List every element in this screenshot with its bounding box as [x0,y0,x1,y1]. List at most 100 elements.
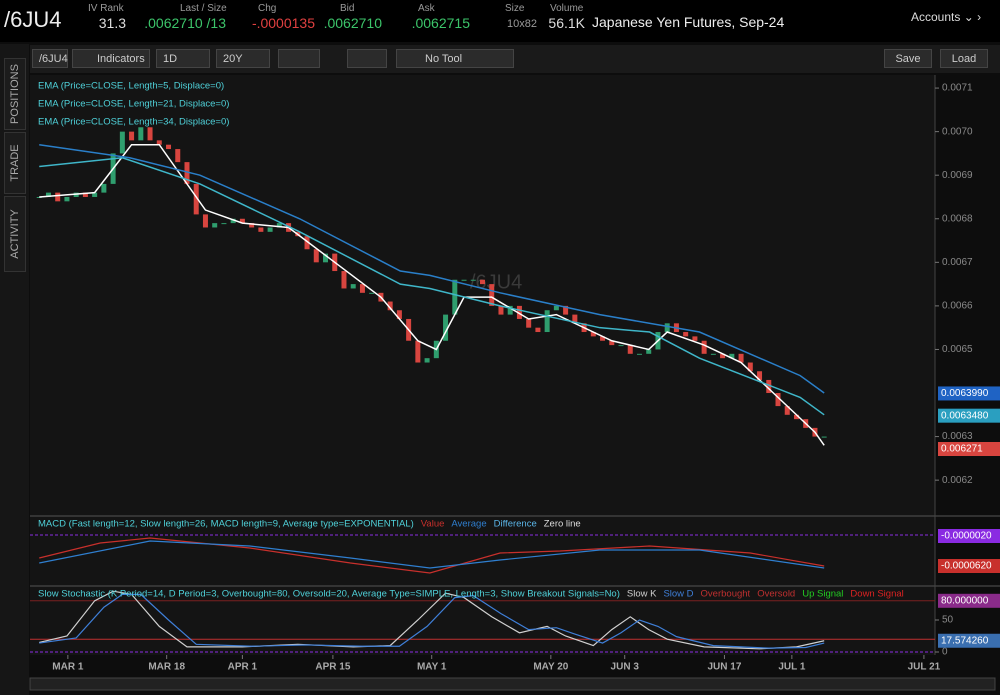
x-tick-label: JUL 1 [778,662,805,673]
scrollbar[interactable] [29,677,996,691]
field-value: 10x82 [507,18,537,30]
candle [784,406,790,415]
accounts-menu[interactable]: Accounts ⌄ › [911,10,982,24]
candle [636,353,642,355]
candle [720,353,726,359]
x-tick-label: APR 15 [315,662,350,673]
candle [267,227,273,232]
candle [64,196,70,202]
tool-select[interactable]: No Tool [396,49,514,68]
price-marker [938,386,1000,401]
symbol-box[interactable]: /6JU4 [32,49,68,68]
field-value: -.0000135 [251,15,315,31]
price-marker-label: -0.0000620 [941,561,992,572]
candle [590,332,596,337]
field-label: Bid [340,3,355,14]
candle [82,192,88,197]
candle [119,131,125,154]
price-marker-label: -0.0000020 [941,531,992,542]
candle [396,310,402,319]
style-select[interactable] [278,49,320,68]
candle [627,345,633,354]
indicators-button[interactable]: Indicators [72,49,150,68]
candle [258,227,264,232]
candle [221,223,227,225]
series-line [39,590,825,650]
legend-entry: Slow K [627,589,657,600]
candle [618,345,624,347]
candle [600,336,606,341]
candle [766,379,772,394]
field-value: .0062715 [411,15,470,31]
candle [249,223,255,228]
candle [129,131,135,141]
candle [55,192,61,202]
study-title: MACD (Fast length=12, Slow length=26, MA… [38,519,414,530]
save-button[interactable]: Save [884,49,932,68]
series-line [39,593,825,649]
legend-entry: Slow D [663,589,693,600]
candle [553,305,559,311]
candle [92,192,98,197]
legend-entry: Up Signal [802,589,843,600]
range-select[interactable]: 20Y [216,49,270,68]
candle [36,196,42,198]
x-tick-label: JUN 17 [707,662,741,673]
legend-entry: Zero line [544,519,581,530]
candle [193,183,199,215]
x-tick-label: MAY 20 [533,662,568,673]
candle [212,223,218,228]
candle [821,436,827,438]
price-marker [938,593,1000,608]
candle [507,305,513,315]
tab[interactable]: POSITIONS [4,58,26,130]
series-line [39,143,825,394]
candle [350,284,356,289]
candle [156,140,162,145]
price-marker-label: 0.0063480 [941,410,989,421]
series-line [39,540,825,569]
candle [793,414,799,420]
candle [304,236,310,250]
price-marker-label: 80.000000 [941,595,989,606]
plot-bg [30,75,935,655]
y-tick-label: 0.0062 [942,475,973,486]
y-tick-label: 0.0067 [942,257,973,268]
x-tick-label: MAR 1 [52,662,84,673]
watermark: /6JU4 [470,271,522,293]
field-value: 31.3 [98,15,126,31]
candle [692,336,698,341]
symbol[interactable]: /6JU4 [4,7,62,32]
price-marker [938,559,1000,573]
candle [498,305,504,315]
price-marker [938,529,1000,543]
tab[interactable]: ACTIVITY [4,196,26,272]
candle [147,127,153,141]
tab[interactable]: TRADE [4,132,26,194]
candle [664,323,670,333]
candle [710,353,716,355]
period-select[interactable]: 1D [156,49,210,68]
candle [341,271,347,289]
y-tick-label: 0.0069 [942,170,973,181]
candle [101,183,107,193]
y-tick-label: 0 [942,647,948,658]
candle [729,353,735,359]
candle [452,279,458,315]
study-label: EMA (Price=CLOSE, Length=21, Displace=0) [38,99,229,110]
field-label: Ask [418,3,435,14]
y-tick-label: 0.0063 [942,431,973,442]
candle [184,162,190,184]
candle [563,305,569,315]
x-tick-label: MAY 1 [417,662,447,673]
description: Japanese Yen Futures, Sep-24 [592,14,785,30]
y-tick-label: 0.0065 [942,344,973,355]
y-tick-label: 0.0071 [942,83,973,94]
drawings-select[interactable] [347,49,387,68]
candle [313,249,319,263]
load-button[interactable]: Load [940,49,988,68]
candle [775,393,781,407]
study-label: EMA (Price=CLOSE, Length=5, Displace=0) [38,81,224,92]
